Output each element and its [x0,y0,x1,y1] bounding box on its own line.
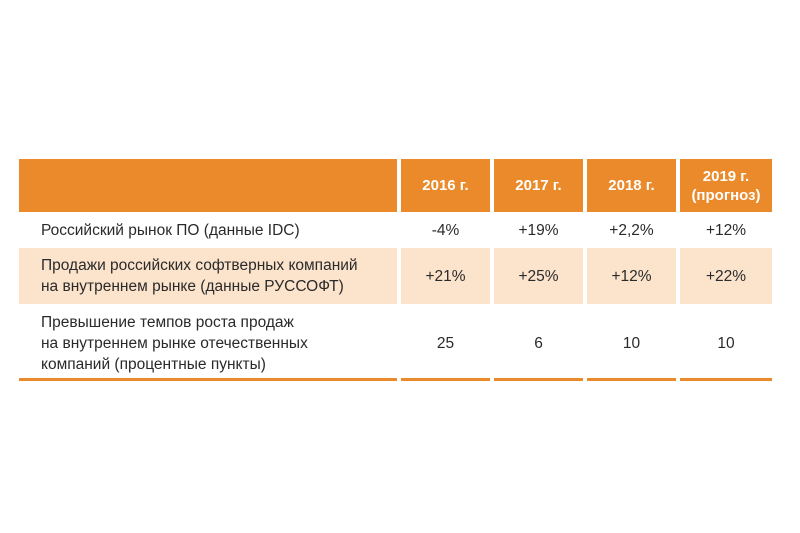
header-2019-forecast: 2019 г. (прогноз) [680,159,772,212]
table-cell: -4% [401,216,490,244]
header-2017: 2017 г. [494,159,583,212]
table-row: Российский рынок ПО (данные IDC) -4% +19… [19,216,780,244]
table-bottom-rule [19,378,780,381]
table-cell: +12% [587,248,676,304]
table-cell: 6 [494,308,583,378]
rule-segment [19,378,397,381]
table-cell: 10 [587,308,676,378]
row-label-growth-excess: Превышение темпов роста продаж на внутре… [19,308,397,378]
table-header-row: 2016 г. 2017 г. 2018 г. 2019 г. (прогноз… [19,159,780,212]
header-2016: 2016 г. [401,159,490,212]
row-label-idc-market: Российский рынок ПО (данные IDC) [19,216,397,244]
table-cell: +12% [680,216,772,244]
table-cell: +22% [680,248,772,304]
row-label-russoft-sales: Продажи российских софтверных компаний н… [19,248,397,304]
table-cell: +25% [494,248,583,304]
table-row: Продажи российских софтверных компаний н… [19,248,780,304]
growth-table: 2016 г. 2017 г. 2018 г. 2019 г. (прогноз… [19,159,780,381]
table-cell: 25 [401,308,490,378]
table-cell: +2,2% [587,216,676,244]
rule-segment [494,378,583,381]
rule-segment [680,378,772,381]
header-empty-cell [19,159,397,212]
table-cell: 10 [680,308,772,378]
header-2019-year: 2019 г. [702,167,750,185]
rule-segment [587,378,676,381]
rule-segment [401,378,490,381]
header-2019-note: (прогноз) [691,186,761,204]
table-row: Превышение темпов роста продаж на внутре… [19,308,780,378]
header-2018: 2018 г. [587,159,676,212]
table-cell: +19% [494,216,583,244]
table-cell: +21% [401,248,490,304]
